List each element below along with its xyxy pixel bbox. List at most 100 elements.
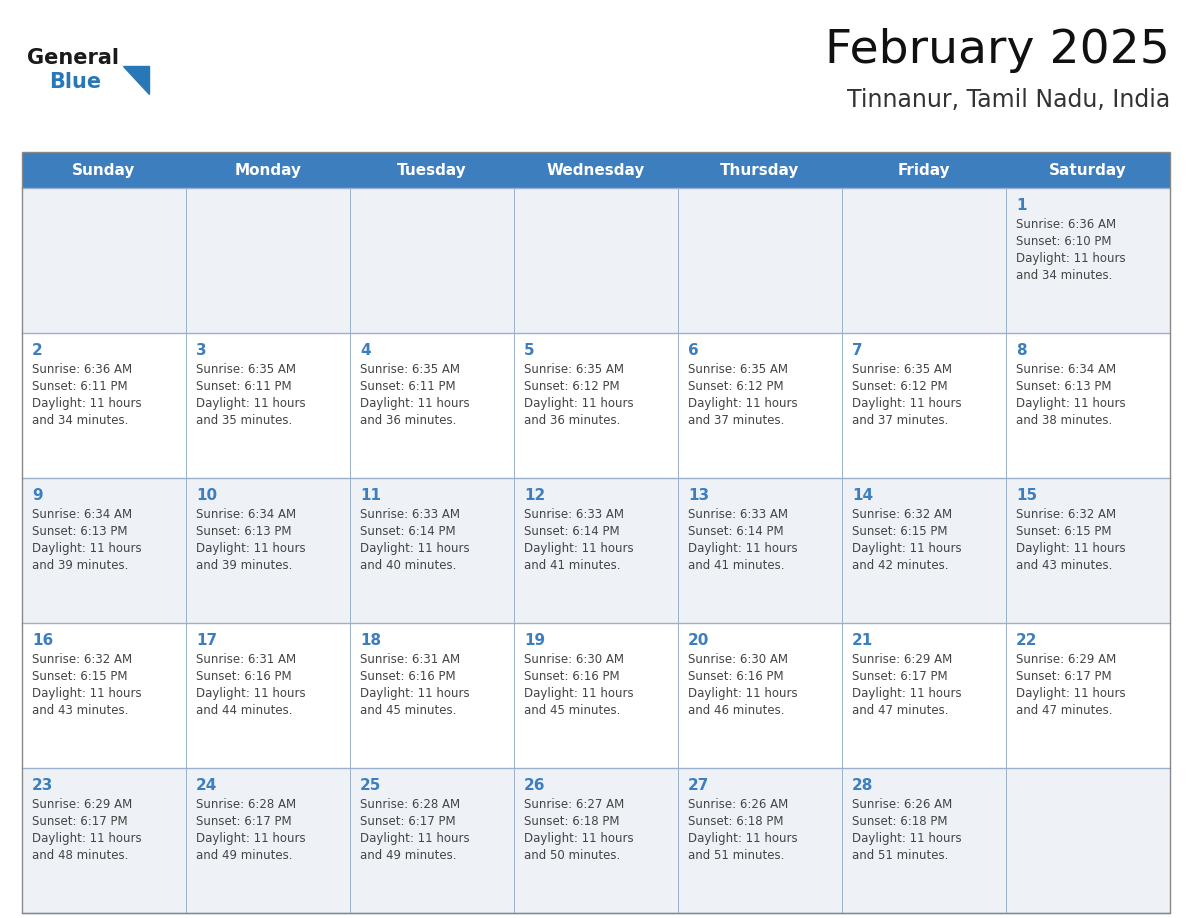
Text: 22: 22: [1016, 633, 1037, 648]
Text: Sunset: 6:15 PM: Sunset: 6:15 PM: [32, 670, 127, 683]
Text: General: General: [27, 48, 119, 68]
Text: Sunrise: 6:28 AM: Sunrise: 6:28 AM: [360, 798, 460, 811]
Bar: [23, 188, 1170, 333]
Text: Daylight: 11 hours: Daylight: 11 hours: [524, 397, 633, 410]
Text: Daylight: 11 hours: Daylight: 11 hours: [360, 397, 469, 410]
Text: and 36 minutes.: and 36 minutes.: [524, 414, 620, 427]
Text: Daylight: 11 hours: Daylight: 11 hours: [688, 832, 797, 845]
Text: Sunset: 6:14 PM: Sunset: 6:14 PM: [688, 525, 784, 538]
Text: 8: 8: [1016, 343, 1026, 358]
Text: 7: 7: [852, 343, 862, 358]
Text: Sunrise: 6:33 AM: Sunrise: 6:33 AM: [688, 508, 788, 521]
Text: 27: 27: [688, 778, 709, 793]
Text: Sunset: 6:17 PM: Sunset: 6:17 PM: [852, 670, 948, 683]
Text: 1: 1: [1016, 198, 1026, 213]
Text: Daylight: 11 hours: Daylight: 11 hours: [688, 542, 797, 555]
Text: Daylight: 11 hours: Daylight: 11 hours: [196, 397, 305, 410]
Text: 23: 23: [32, 778, 53, 793]
Text: Daylight: 11 hours: Daylight: 11 hours: [32, 687, 141, 700]
Text: Sunset: 6:11 PM: Sunset: 6:11 PM: [196, 380, 291, 393]
Text: Daylight: 11 hours: Daylight: 11 hours: [524, 832, 633, 845]
Text: Monday: Monday: [234, 162, 302, 177]
Text: Daylight: 11 hours: Daylight: 11 hours: [852, 397, 961, 410]
Text: Saturday: Saturday: [1049, 162, 1127, 177]
Text: 3: 3: [196, 343, 207, 358]
Text: Sunset: 6:12 PM: Sunset: 6:12 PM: [688, 380, 784, 393]
Text: 11: 11: [360, 488, 381, 503]
Text: and 49 minutes.: and 49 minutes.: [360, 849, 456, 862]
Text: Daylight: 11 hours: Daylight: 11 hours: [196, 687, 305, 700]
Text: Sunrise: 6:35 AM: Sunrise: 6:35 AM: [360, 363, 460, 376]
Text: Sunset: 6:17 PM: Sunset: 6:17 PM: [360, 815, 456, 828]
Text: Daylight: 11 hours: Daylight: 11 hours: [1016, 687, 1125, 700]
Text: and 48 minutes.: and 48 minutes.: [32, 849, 128, 862]
Text: and 47 minutes.: and 47 minutes.: [1016, 704, 1112, 717]
Text: Sunrise: 6:30 AM: Sunrise: 6:30 AM: [524, 653, 624, 666]
Text: 5: 5: [524, 343, 535, 358]
Text: Sunrise: 6:31 AM: Sunrise: 6:31 AM: [360, 653, 460, 666]
Text: Daylight: 11 hours: Daylight: 11 hours: [852, 832, 961, 845]
Text: Sunrise: 6:26 AM: Sunrise: 6:26 AM: [852, 798, 953, 811]
Text: Daylight: 11 hours: Daylight: 11 hours: [360, 832, 469, 845]
Text: Sunset: 6:13 PM: Sunset: 6:13 PM: [1016, 380, 1112, 393]
Text: 6: 6: [688, 343, 699, 358]
Text: Daylight: 11 hours: Daylight: 11 hours: [360, 687, 469, 700]
Text: and 43 minutes.: and 43 minutes.: [32, 704, 128, 717]
Text: 12: 12: [524, 488, 545, 503]
Text: Sunset: 6:16 PM: Sunset: 6:16 PM: [524, 670, 620, 683]
Text: and 51 minutes.: and 51 minutes.: [852, 849, 948, 862]
Text: Sunrise: 6:33 AM: Sunrise: 6:33 AM: [360, 508, 460, 521]
Text: February 2025: February 2025: [826, 28, 1170, 73]
Text: and 39 minutes.: and 39 minutes.: [32, 559, 128, 572]
Text: Sunrise: 6:29 AM: Sunrise: 6:29 AM: [1016, 653, 1117, 666]
Polygon shape: [124, 66, 148, 94]
Text: 28: 28: [852, 778, 873, 793]
Text: and 37 minutes.: and 37 minutes.: [688, 414, 784, 427]
Text: Sunrise: 6:34 AM: Sunrise: 6:34 AM: [196, 508, 296, 521]
Text: 26: 26: [524, 778, 545, 793]
Text: Sunset: 6:18 PM: Sunset: 6:18 PM: [524, 815, 619, 828]
Text: 20: 20: [688, 633, 709, 648]
Text: 9: 9: [32, 488, 43, 503]
Text: Sunrise: 6:36 AM: Sunrise: 6:36 AM: [32, 363, 132, 376]
Text: and 42 minutes.: and 42 minutes.: [852, 559, 948, 572]
Text: 24: 24: [196, 778, 217, 793]
Bar: [23, 623, 1170, 768]
Text: and 34 minutes.: and 34 minutes.: [1016, 269, 1112, 282]
Bar: [23, 478, 1170, 623]
Text: Sunset: 6:11 PM: Sunset: 6:11 PM: [360, 380, 456, 393]
Text: Sunday: Sunday: [72, 162, 135, 177]
Text: Sunset: 6:12 PM: Sunset: 6:12 PM: [852, 380, 948, 393]
Text: 16: 16: [32, 633, 53, 648]
Text: Sunset: 6:14 PM: Sunset: 6:14 PM: [360, 525, 456, 538]
Text: Sunset: 6:16 PM: Sunset: 6:16 PM: [360, 670, 456, 683]
Text: Daylight: 11 hours: Daylight: 11 hours: [360, 542, 469, 555]
Text: and 39 minutes.: and 39 minutes.: [196, 559, 292, 572]
Text: Daylight: 11 hours: Daylight: 11 hours: [32, 397, 141, 410]
Text: Daylight: 11 hours: Daylight: 11 hours: [1016, 542, 1125, 555]
Text: Daylight: 11 hours: Daylight: 11 hours: [1016, 252, 1125, 265]
Text: and 50 minutes.: and 50 minutes.: [524, 849, 620, 862]
Text: and 35 minutes.: and 35 minutes.: [196, 414, 292, 427]
Text: and 45 minutes.: and 45 minutes.: [360, 704, 456, 717]
Text: Blue: Blue: [49, 72, 101, 92]
Text: Daylight: 11 hours: Daylight: 11 hours: [196, 542, 305, 555]
Text: Sunrise: 6:32 AM: Sunrise: 6:32 AM: [32, 653, 132, 666]
Text: Sunrise: 6:32 AM: Sunrise: 6:32 AM: [1016, 508, 1116, 521]
Text: and 37 minutes.: and 37 minutes.: [852, 414, 948, 427]
Text: and 40 minutes.: and 40 minutes.: [360, 559, 456, 572]
Text: Sunrise: 6:32 AM: Sunrise: 6:32 AM: [852, 508, 952, 521]
Text: Sunset: 6:17 PM: Sunset: 6:17 PM: [196, 815, 291, 828]
Text: Daylight: 11 hours: Daylight: 11 hours: [32, 542, 141, 555]
Text: Daylight: 11 hours: Daylight: 11 hours: [196, 832, 305, 845]
Text: Sunset: 6:15 PM: Sunset: 6:15 PM: [1016, 525, 1112, 538]
Text: Sunrise: 6:35 AM: Sunrise: 6:35 AM: [688, 363, 788, 376]
Text: 25: 25: [360, 778, 381, 793]
Text: Sunrise: 6:36 AM: Sunrise: 6:36 AM: [1016, 218, 1116, 231]
Text: 19: 19: [524, 633, 545, 648]
Text: Sunrise: 6:35 AM: Sunrise: 6:35 AM: [524, 363, 624, 376]
Text: Sunset: 6:10 PM: Sunset: 6:10 PM: [1016, 235, 1112, 248]
Text: Sunset: 6:16 PM: Sunset: 6:16 PM: [688, 670, 784, 683]
Text: Sunrise: 6:33 AM: Sunrise: 6:33 AM: [524, 508, 624, 521]
Text: Sunrise: 6:28 AM: Sunrise: 6:28 AM: [196, 798, 296, 811]
